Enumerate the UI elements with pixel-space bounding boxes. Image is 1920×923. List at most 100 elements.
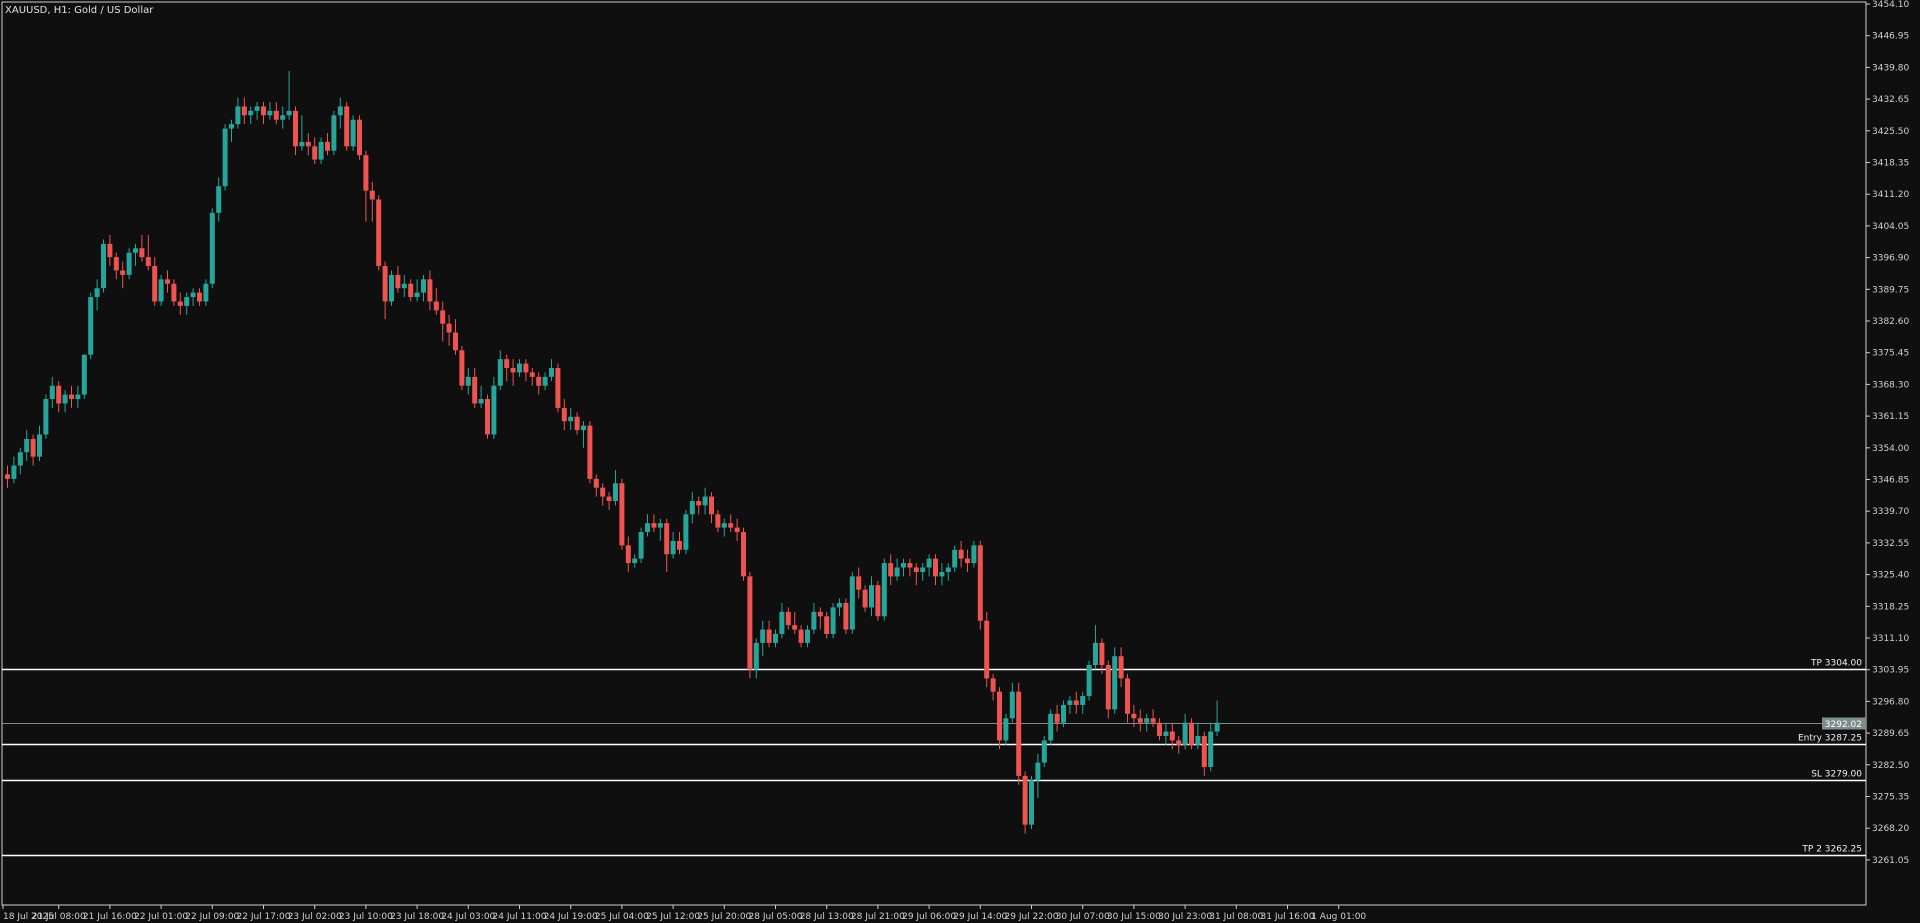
candle-body (433, 301, 439, 311)
candle-body (888, 563, 894, 577)
y-tick-label: 3282.50 (1872, 761, 1909, 771)
candle (126, 248, 132, 280)
candle (657, 518, 663, 541)
candle (555, 363, 561, 413)
candle (318, 137, 324, 165)
candle-body (459, 350, 465, 386)
candle-body (1112, 656, 1118, 710)
candle-body (1189, 722, 1194, 745)
current-price-tag-group: 3292.02 (1822, 717, 1866, 730)
candle-body (696, 501, 702, 506)
candle (593, 474, 599, 497)
candle (638, 527, 644, 564)
candle-body (43, 399, 49, 435)
candle (990, 673, 996, 701)
candle (670, 532, 676, 559)
candle (952, 545, 958, 572)
candle (721, 518, 727, 537)
candle-body (990, 678, 996, 692)
x-tick-label: 18 Jul 2025 (3, 912, 54, 922)
candle-body (325, 141, 330, 151)
candle (273, 101, 279, 125)
candle-body (984, 620, 990, 679)
candle (1214, 700, 1220, 736)
candle-body (638, 532, 644, 559)
candle-body (1029, 780, 1034, 825)
current-price-tag (1822, 717, 1866, 730)
candle (49, 376, 55, 408)
x-tick-label: 23 Jul 10:00 (339, 912, 393, 922)
candle-body (190, 292, 196, 298)
candle-body (977, 545, 983, 621)
candle (965, 549, 970, 572)
candle-body (741, 532, 746, 577)
y-tick-label: 3454.10 (1872, 0, 1909, 10)
candle-body (30, 438, 36, 457)
candle (203, 279, 209, 306)
candle (920, 563, 926, 581)
candle-body (593, 478, 599, 488)
candle (517, 359, 522, 377)
candle-body (158, 279, 164, 302)
candle-body (1086, 665, 1092, 697)
candle (1201, 731, 1207, 776)
candle-body (542, 376, 548, 386)
candle-body (184, 297, 190, 306)
candle-body (107, 243, 113, 258)
candle (971, 540, 977, 568)
candle (984, 611, 990, 688)
candle (869, 576, 874, 617)
level-label: TP 3304.00 (1810, 659, 1862, 669)
candle (363, 150, 369, 222)
candle (1112, 647, 1118, 714)
candle-body (811, 611, 817, 630)
candle-body (248, 110, 254, 116)
candle-body (798, 629, 804, 643)
x-tick-label: 29 Jul 06:00 (902, 912, 956, 922)
candle-body (1201, 735, 1207, 768)
candle-body (133, 248, 138, 253)
candle-body (203, 283, 209, 302)
candle (325, 133, 330, 156)
x-tick-label: 28 Jul 21:00 (851, 912, 905, 922)
candle (101, 239, 106, 293)
candle (1137, 709, 1143, 732)
candle (536, 372, 542, 395)
price-axis[interactable]: 3454.10 3446.95 3439.80 3432.65 3425.50 3418.… (1866, 0, 1909, 866)
candle-body (17, 452, 23, 466)
candle-body (773, 634, 778, 643)
candle (382, 261, 388, 320)
x-tick-label: 29 Jul 22:00 (1005, 912, 1059, 922)
y-tick-label: 3382.60 (1872, 317, 1909, 327)
candle (837, 598, 842, 617)
y-tick-label: 3425.50 (1872, 127, 1909, 137)
candle-body (523, 363, 529, 373)
candle-body (747, 576, 753, 670)
candle-body (920, 567, 926, 572)
candle (497, 350, 503, 391)
candle-body (702, 496, 708, 506)
candle (888, 554, 894, 586)
candle (664, 518, 670, 572)
x-tick-label: 31 Jul 08:00 (1209, 912, 1263, 922)
candle (568, 407, 574, 431)
candle-body (581, 425, 586, 431)
candle-body (318, 141, 324, 160)
y-tick-label: 3296.80 (1872, 697, 1909, 707)
candle (331, 110, 337, 156)
y-tick-label: 3361.15 (1872, 412, 1909, 422)
candle-body (363, 155, 369, 191)
candle-body (760, 629, 766, 643)
candle-body (1182, 722, 1188, 745)
candle-body (734, 527, 740, 533)
candle-body (613, 483, 618, 502)
y-tick-label: 3411.20 (1872, 190, 1909, 200)
candle (907, 558, 913, 577)
candle-body (1214, 722, 1220, 732)
candle (1163, 722, 1169, 745)
candle (1176, 735, 1182, 754)
candle-body (971, 545, 977, 564)
x-tick-label: 31 Jul 16:00 (1261, 912, 1315, 922)
